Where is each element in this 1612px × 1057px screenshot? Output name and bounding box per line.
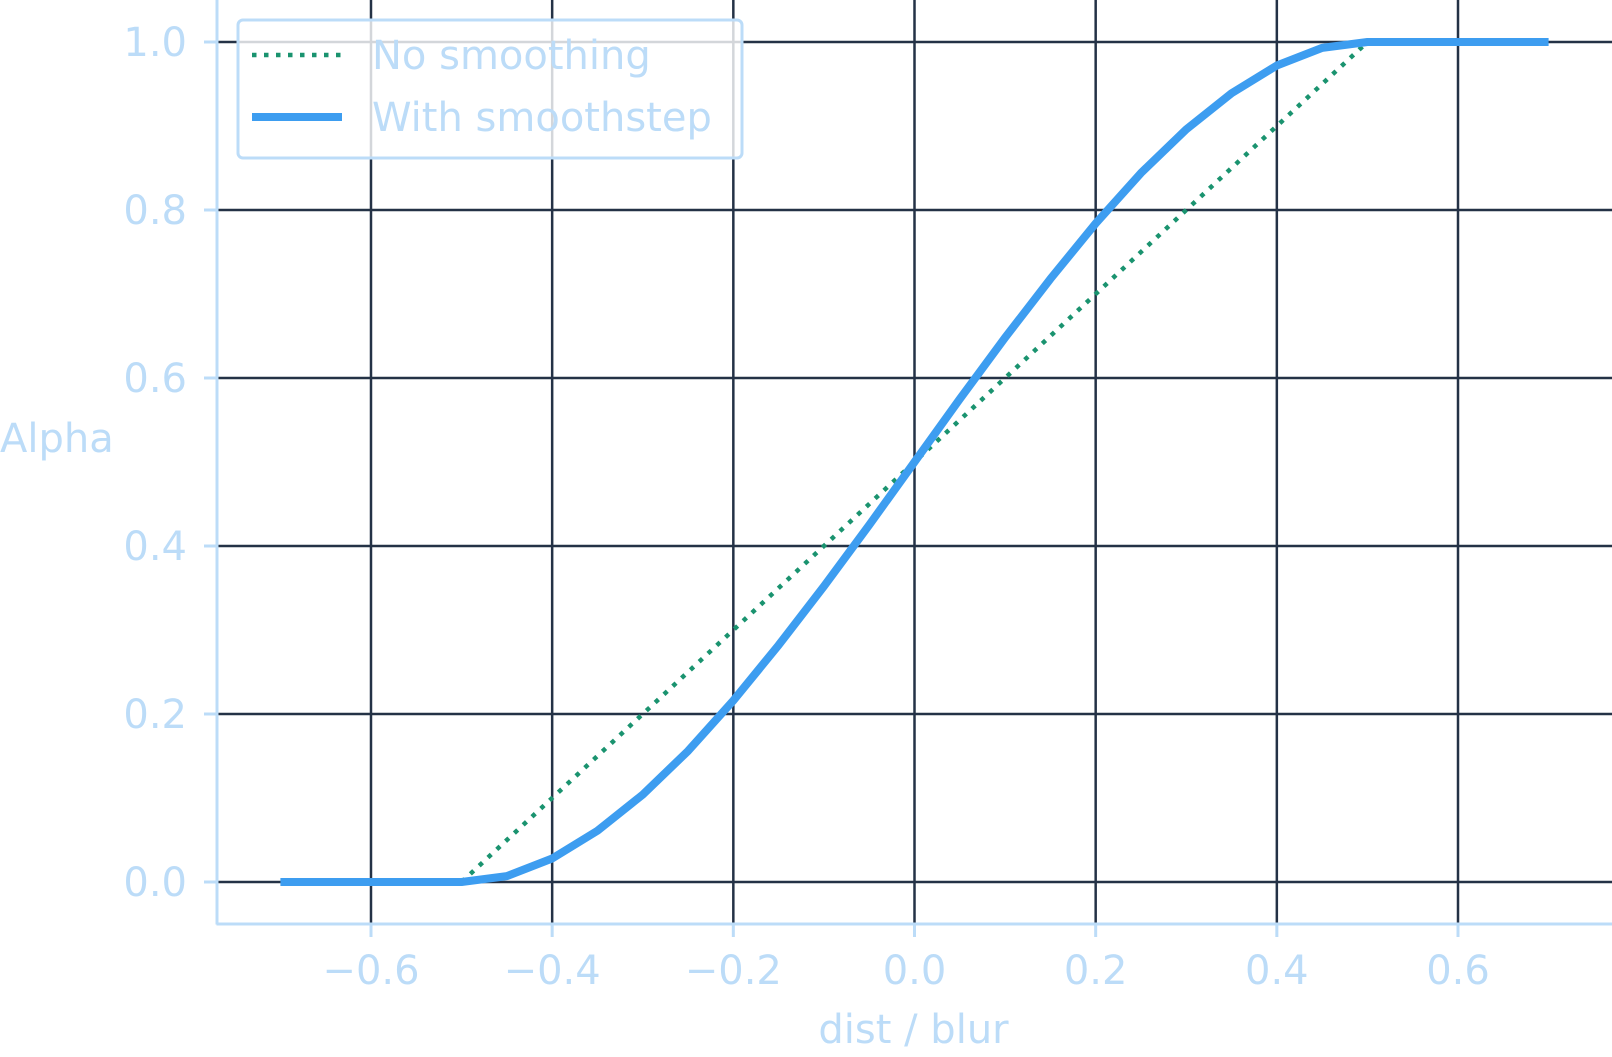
y-tick-label-2: 0.4 xyxy=(123,524,187,570)
x-tick-label-0: −0.6 xyxy=(322,948,419,994)
legend-label-no-smoothing: No smoothing xyxy=(372,33,651,79)
x-tick-label-5: 0.4 xyxy=(1245,948,1309,994)
y-tick-label-3: 0.6 xyxy=(123,356,187,402)
x-tick-label-1: −0.4 xyxy=(504,948,601,994)
legend: No smoothing With smoothstep xyxy=(236,18,744,160)
x-axis-label: dist / blur xyxy=(818,1007,1009,1053)
x-tick-label-2: −0.2 xyxy=(685,948,782,994)
y-tick-label-0: 0.0 xyxy=(123,860,187,906)
x-tick-label-6: 0.6 xyxy=(1426,948,1490,994)
legend-label-with-smoothstep: With smoothstep xyxy=(372,95,712,141)
axes-layer: −0.6 −0.4 −0.2 0.0 0.2 0.4 0.6 0.0 0.2 0.4 0.6 0.8 1… xyxy=(123,0,1612,994)
x-tick-label-4: 0.2 xyxy=(1064,948,1128,994)
series-line-with-smoothstep xyxy=(280,38,1549,886)
y-tick-label-5: 1.0 xyxy=(123,20,187,66)
x-tick-label-3: 0.0 xyxy=(883,948,947,994)
y-tick-label-4: 0.8 xyxy=(123,188,187,234)
series-layer xyxy=(280,38,1549,886)
legend-box xyxy=(236,18,744,160)
y-tick-label-1: 0.2 xyxy=(123,692,187,738)
y-axis-label: Alpha xyxy=(0,416,114,462)
series-line-no-smoothing xyxy=(460,40,1369,884)
